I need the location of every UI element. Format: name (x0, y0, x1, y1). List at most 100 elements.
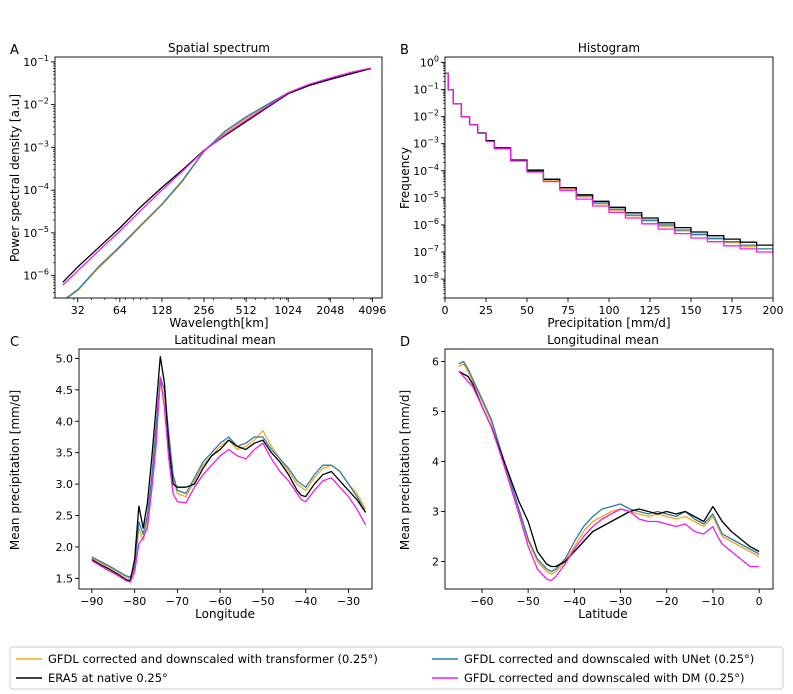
y-tick-label: 2.0 (56, 541, 74, 554)
x-tick-label: 4096 (358, 304, 386, 317)
legend: GFDL corrected and downscaled with trans… (9, 646, 784, 690)
y-tick-label: 3.5 (56, 447, 74, 460)
axes-frame (444, 56, 774, 299)
panel-d-ylabel: Mean precipitation [mm/d] (398, 390, 412, 550)
panel-b: B Histogram 0 25 50 75 100 125 150 175 200 10−8 10… (398, 41, 784, 330)
y-tick-label: 10−1 (413, 82, 439, 97)
series-line-era5 (445, 72, 773, 248)
panel-b-title: Histogram (578, 41, 640, 55)
legend-label-dm: GFDL corrected and downscaled with DM (0… (464, 671, 744, 685)
x-tick-label: −70 (166, 595, 189, 608)
series-line-dm (62, 67, 372, 286)
y-tick-label: 10−3 (413, 136, 439, 151)
panel-b-ylabel: Frequency (398, 147, 412, 209)
panel-d-title: Longitudinal mean (547, 333, 659, 347)
series-line-dm (458, 371, 760, 582)
x-tick-label: 512 (236, 304, 257, 317)
panel-a-plot: 32 64 128 256 512 1024 2048 4096 10−6 10−5 10−4 10−… (23, 54, 386, 317)
x-tick-label: −20 (655, 595, 678, 608)
x-tick-label: 128 (151, 304, 172, 317)
y-tick-label: 6 (432, 356, 439, 369)
y-tick-label: 100 (420, 55, 439, 70)
panel-c-xlabel: Longitude (195, 607, 255, 621)
y-tick-label: 10−3 (23, 139, 49, 154)
legend-frame (9, 646, 784, 690)
panel-letter-d: D (400, 335, 410, 350)
x-tick-label: 175 (722, 304, 743, 317)
series-line-unet (65, 67, 372, 298)
panel-c-plot: −90 −80 −70 −60 −50 −40 −30 1.5 2.0 2.5 3.0 3.5 4.0 4… (56, 348, 373, 608)
y-tick-label: 10−5 (23, 225, 49, 240)
x-tick-label: 32 (71, 304, 85, 317)
panel-d-xlabel: Latitude (578, 607, 627, 621)
series-line-dm (91, 376, 367, 583)
series-line-transformer (458, 363, 760, 575)
y-tick-label: 10−6 (23, 268, 49, 283)
x-tick-label: 25 (479, 304, 493, 317)
y-tick-label: 10−1 (23, 54, 49, 69)
x-tick-label: 0 (756, 595, 763, 608)
legend-label-unet: GFDL corrected and downscaled with UNet … (464, 652, 754, 666)
axes-frame (78, 348, 373, 590)
series-line-dm (445, 72, 773, 255)
series-group (445, 72, 773, 255)
x-tick-label: −50 (517, 595, 540, 608)
x-tick-label: 100 (599, 304, 620, 317)
panel-letter-b: B (400, 43, 409, 58)
legend-label-era5: ERA5 at native 0.25° (48, 671, 168, 685)
series-group (62, 67, 372, 298)
y-tick-label: 1.5 (56, 572, 74, 585)
y-tick-label: 10−8 (413, 271, 439, 286)
x-tick-label: 125 (640, 304, 661, 317)
panel-b-xlabel: Precipitation [mm/d] (547, 316, 670, 330)
x-tick-label: 0 (442, 304, 449, 317)
series-line-unet (458, 360, 760, 573)
x-tick-label: −80 (123, 595, 146, 608)
panel-a-title: Spatial spectrum (168, 41, 270, 55)
y-tick-label: 10−6 (413, 217, 439, 232)
x-tick-label: −10 (701, 595, 724, 608)
y-tick-label: 10−4 (413, 163, 439, 178)
y-tick-label: 10−5 (413, 190, 439, 205)
x-tick-label: 50 (520, 304, 534, 317)
panel-b-plot: 0 25 50 75 100 125 150 175 200 10−8 10−7 10−6 10−5 10… (413, 55, 783, 317)
x-tick-label: 1024 (274, 304, 302, 317)
y-tick-label: 10−2 (23, 97, 49, 112)
x-tick-label: 150 (681, 304, 702, 317)
x-tick-label: −30 (609, 595, 632, 608)
panel-c-title: Latitudinal mean (174, 333, 275, 347)
x-tick-label: 64 (113, 304, 127, 317)
x-tick-label: −40 (294, 595, 317, 608)
series-line-transformer (445, 72, 773, 252)
series-line-unet (445, 72, 773, 252)
series-line-unet (91, 376, 367, 578)
panel-d: D Longitudinal mean −60 −50 −40 −30 −20 −10 0 2… (398, 333, 774, 621)
panel-d-plot: −60 −50 −40 −30 −20 −10 0 2 3 4 5 6 (432, 348, 774, 608)
x-tick-label: −40 (563, 595, 586, 608)
panel-c: C Latitudinal mean −90 −80 −70 −60 −50 −40 −30… (8, 333, 373, 621)
y-tick-label: 3.0 (56, 478, 74, 491)
x-tick-label: 200 (763, 304, 784, 317)
y-tick-label: 2 (432, 556, 439, 569)
panel-c-ylabel: Mean precipitation [mm/d] (8, 390, 22, 550)
axes-frame (444, 348, 774, 590)
panel-a-ylabel: Power spectral density [a.u] (8, 94, 22, 262)
x-tick-label: −60 (209, 595, 232, 608)
y-tick-label: 4 (432, 456, 439, 469)
x-tick-label: −30 (337, 595, 360, 608)
y-tick-label: 5 (432, 406, 439, 419)
series-line-era5 (62, 67, 372, 283)
panel-a: A Spatial spectrum 32 64 128 256 512 1024 2048… (8, 41, 386, 330)
y-tick-label: 3 (432, 506, 439, 519)
y-tick-label: 10−2 (413, 109, 439, 124)
y-tick-label: 2.5 (56, 509, 74, 522)
series-group (458, 360, 760, 582)
series-line-transformer (66, 67, 372, 298)
panel-a-xlabel: Wavelength[km] (169, 316, 268, 330)
x-tick-label: −90 (80, 595, 103, 608)
legend-label-transformer: GFDL corrected and downscaled with trans… (48, 652, 378, 666)
x-tick-label: −50 (251, 595, 274, 608)
y-tick-label: 5.0 (56, 352, 74, 365)
y-tick-label: 10−7 (413, 244, 439, 259)
